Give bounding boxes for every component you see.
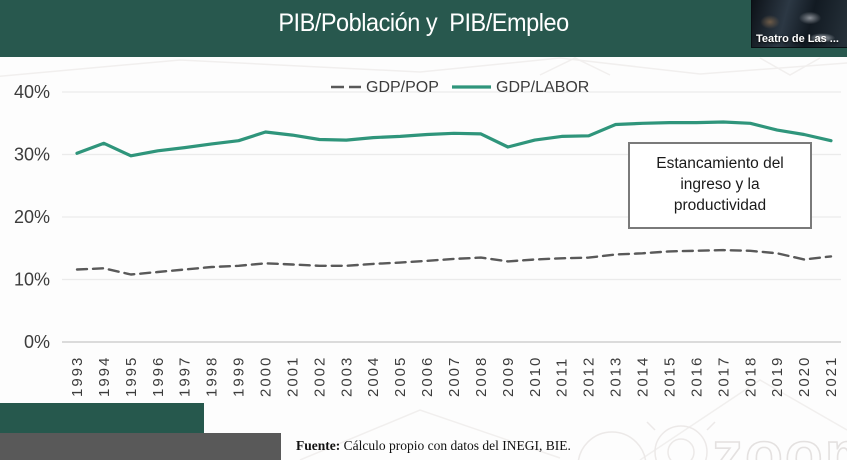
svg-text:0%: 0% [24,332,50,352]
participant-name-label: Teatro de Las ... [756,33,839,45]
page-title: PIB/Población y PIB/Empleo [278,9,569,37]
svg-text:1993: 1993 [69,356,86,397]
chart-legend: GDP/POP GDP/LABOR [331,79,589,96]
source-text: Cálculo propio con datos del INEGI, BIE. [340,438,571,453]
svg-text:2006: 2006 [419,356,436,397]
svg-text:1995: 1995 [123,356,140,397]
legend-label-gdp-pop: GDP/POP [366,79,439,96]
svg-text:1994: 1994 [96,356,113,397]
source-note: Fuente: Cálculo propio con datos del INE… [296,438,571,454]
header-bar: PIB/Población y PIB/Empleo [0,0,847,57]
svg-text:1998: 1998 [204,356,221,397]
source-label: Fuente: [296,438,341,453]
svg-text:2000: 2000 [258,356,275,397]
annotation-line: ingreso y la [680,176,760,194]
svg-text:2003: 2003 [338,356,355,397]
annotation-line: productividad [673,196,767,214]
svg-text:2001: 2001 [284,356,301,397]
svg-text:2005: 2005 [392,356,409,397]
svg-text:2002: 2002 [311,356,328,397]
gear-watermark [577,421,716,460]
svg-text:2013: 2013 [608,356,625,397]
zoom-watermark: zoom [712,420,847,460]
svg-text:1997: 1997 [177,356,194,397]
svg-text:2017: 2017 [715,356,732,397]
svg-text:2009: 2009 [500,356,517,397]
svg-text:2004: 2004 [365,356,382,397]
participant-video[interactable]: Teatro de Las ... [751,0,847,48]
svg-text:1999: 1999 [231,356,248,397]
svg-text:2010: 2010 [527,356,544,397]
svg-text:2011: 2011 [554,357,571,397]
svg-text:2012: 2012 [581,356,598,397]
svg-text:40%: 40% [14,82,50,102]
footer-accent-teal [0,403,204,433]
svg-text:2016: 2016 [688,356,705,397]
annotation-line: Estancamiento del [656,155,784,173]
svg-text:20%: 20% [14,207,50,227]
svg-text:10%: 10% [14,270,50,290]
svg-text:2007: 2007 [446,356,463,397]
svg-text:30%: 30% [14,145,50,165]
svg-text:2020: 2020 [796,356,813,397]
svg-text:1996: 1996 [150,356,167,397]
series-gdp-pop [75,248,833,276]
svg-text:2021: 2021 [823,356,840,397]
series-gdp-labor [75,120,833,158]
footer-accent-gray [0,433,281,460]
svg-text:2015: 2015 [662,356,679,397]
x-axis-labels: 1993 1994 1995 1996 1997 1998 1999 2000 2001 2002… [69,356,840,397]
legend-label-gdp-labor: GDP/LABOR [496,79,589,96]
svg-text:2014: 2014 [635,356,652,397]
svg-text:2018: 2018 [742,356,759,397]
svg-text:2008: 2008 [473,356,490,397]
annotation-box: Estancamiento del ingreso y la productiv… [628,142,812,229]
y-axis-labels: 0% 10% 20% 30% 40% [14,82,50,352]
svg-text:2019: 2019 [769,356,786,397]
